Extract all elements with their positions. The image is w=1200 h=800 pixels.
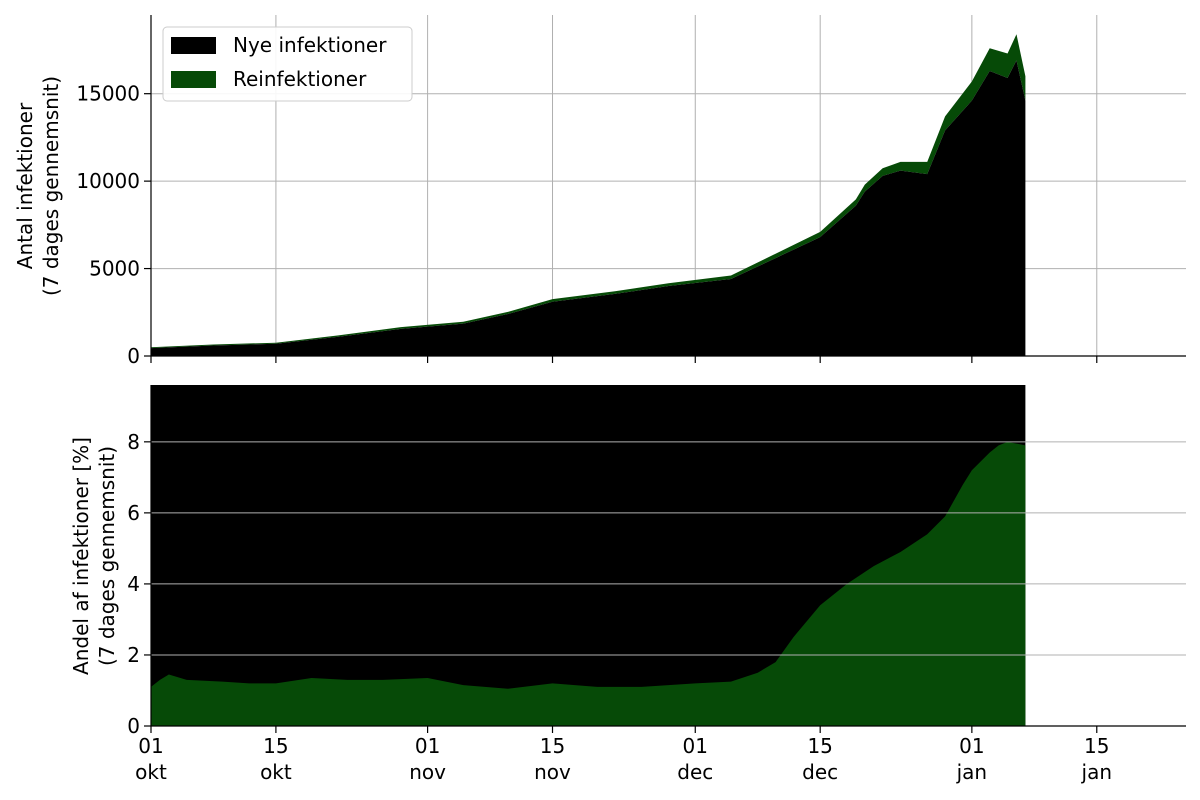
x-tick-label-day: 15 bbox=[1084, 734, 1109, 758]
top-plot: 0 5000 10000 15000 Antal infektioner (7 dag… bbox=[13, 15, 1186, 368]
bottom-y-tick-label: 4 bbox=[127, 572, 140, 596]
top-y-axis-title-line1: Antal infektioner bbox=[13, 102, 37, 269]
x-tick-label-month: nov bbox=[409, 760, 446, 784]
bottom-y-tick-label: 2 bbox=[127, 643, 140, 667]
top-y-tick-label: 10000 bbox=[76, 169, 140, 193]
top-y-ticks: 0 5000 10000 15000 bbox=[76, 82, 151, 368]
bottom-y-tick-label: 0 bbox=[127, 714, 140, 738]
x-tick-label-month: okt bbox=[135, 760, 167, 784]
legend-box bbox=[162, 26, 413, 102]
x-tick-label-day: 15 bbox=[263, 734, 288, 758]
x-tick-label-day: 01 bbox=[683, 734, 708, 758]
legend-swatch-nye bbox=[171, 37, 216, 54]
x-tick-label-month: dec bbox=[677, 760, 713, 784]
bottom-area-series bbox=[151, 385, 1026, 726]
bottom-y-tick-label: 8 bbox=[127, 430, 140, 454]
top-area-nye-infektioner bbox=[151, 60, 1026, 356]
x-tick-label-day: 01 bbox=[138, 734, 163, 758]
top-y-tick-label: 0 bbox=[127, 344, 140, 368]
x-tick-label-month: dec bbox=[802, 760, 838, 784]
x-tick-label-month: jan bbox=[956, 760, 988, 784]
legend-label-reinfektioner: Reinfektioner bbox=[233, 67, 367, 91]
x-tick-label-day: 15 bbox=[540, 734, 565, 758]
top-y-axis-title-line2: (7 dages gennemsnit) bbox=[39, 76, 63, 296]
x-tick-label-month: nov bbox=[534, 760, 571, 784]
x-tick-label-month: okt bbox=[260, 760, 292, 784]
top-y-tick-label: 15000 bbox=[76, 82, 140, 106]
top-area-series bbox=[151, 34, 1026, 356]
bottom-gridlines bbox=[151, 441, 1186, 656]
legend-swatch-reinfektioner bbox=[171, 71, 216, 88]
legend-label-nye: Nye infektioner bbox=[233, 33, 387, 57]
x-tick-label-day: 01 bbox=[415, 734, 440, 758]
bottom-y-ticks: 0 2 4 6 8 bbox=[127, 430, 151, 738]
x-tick-label-day: 01 bbox=[959, 734, 984, 758]
top-x-ticks bbox=[150, 356, 1098, 363]
bottom-y-axis-title-line2: (7 dages gennemsnit) bbox=[95, 446, 119, 666]
x-tick-label-month: jan bbox=[1081, 760, 1113, 784]
top-y-tick-label: 5000 bbox=[89, 257, 140, 281]
bottom-y-tick-label: 6 bbox=[127, 501, 140, 525]
bottom-y-axis-title-line1: Andel af infektioner [%] bbox=[69, 437, 93, 675]
x-tick-label-day: 15 bbox=[807, 734, 832, 758]
legend: Nye infektioner Reinfektioner bbox=[162, 26, 413, 102]
